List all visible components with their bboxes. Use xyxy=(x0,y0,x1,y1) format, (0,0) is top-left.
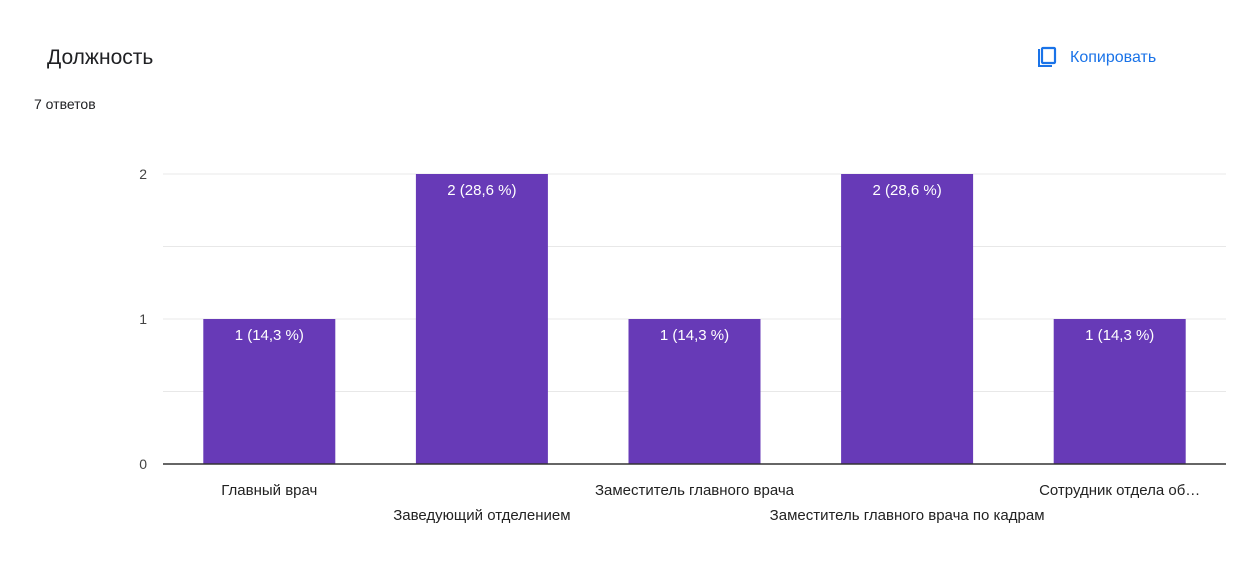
bar xyxy=(628,319,761,464)
x-tick-label: Заведующий отделением xyxy=(393,507,570,524)
data-label: 1 (14,3 %) xyxy=(660,327,729,344)
copy-button[interactable]: Копировать xyxy=(1034,40,1156,76)
data-label: 1 (14,3 %) xyxy=(235,327,304,344)
x-tick-label: Сотрудник отдела об… xyxy=(1039,482,1200,499)
bar xyxy=(841,174,974,464)
bar xyxy=(203,319,336,464)
question-title: Должность xyxy=(47,46,154,69)
y-tick-label: 0 xyxy=(139,456,147,472)
x-tick-label: Заместитель главного врача по кадрам xyxy=(770,507,1045,524)
copy-icon xyxy=(1038,46,1057,67)
data-label: 2 (28,6 %) xyxy=(872,182,941,199)
x-tick-label: Заместитель главного врача xyxy=(595,482,795,499)
bar xyxy=(1053,319,1186,464)
copy-label: Копировать xyxy=(1070,49,1157,66)
data-label: 2 (28,6 %) xyxy=(447,182,516,199)
response-count: 7 ответов xyxy=(34,96,96,112)
y-tick-label: 2 xyxy=(139,166,147,182)
x-tick-label: Главный врач xyxy=(221,482,317,499)
y-tick-label: 1 xyxy=(139,311,147,327)
bar xyxy=(415,174,548,464)
data-label: 1 (14,3 %) xyxy=(1085,327,1154,344)
